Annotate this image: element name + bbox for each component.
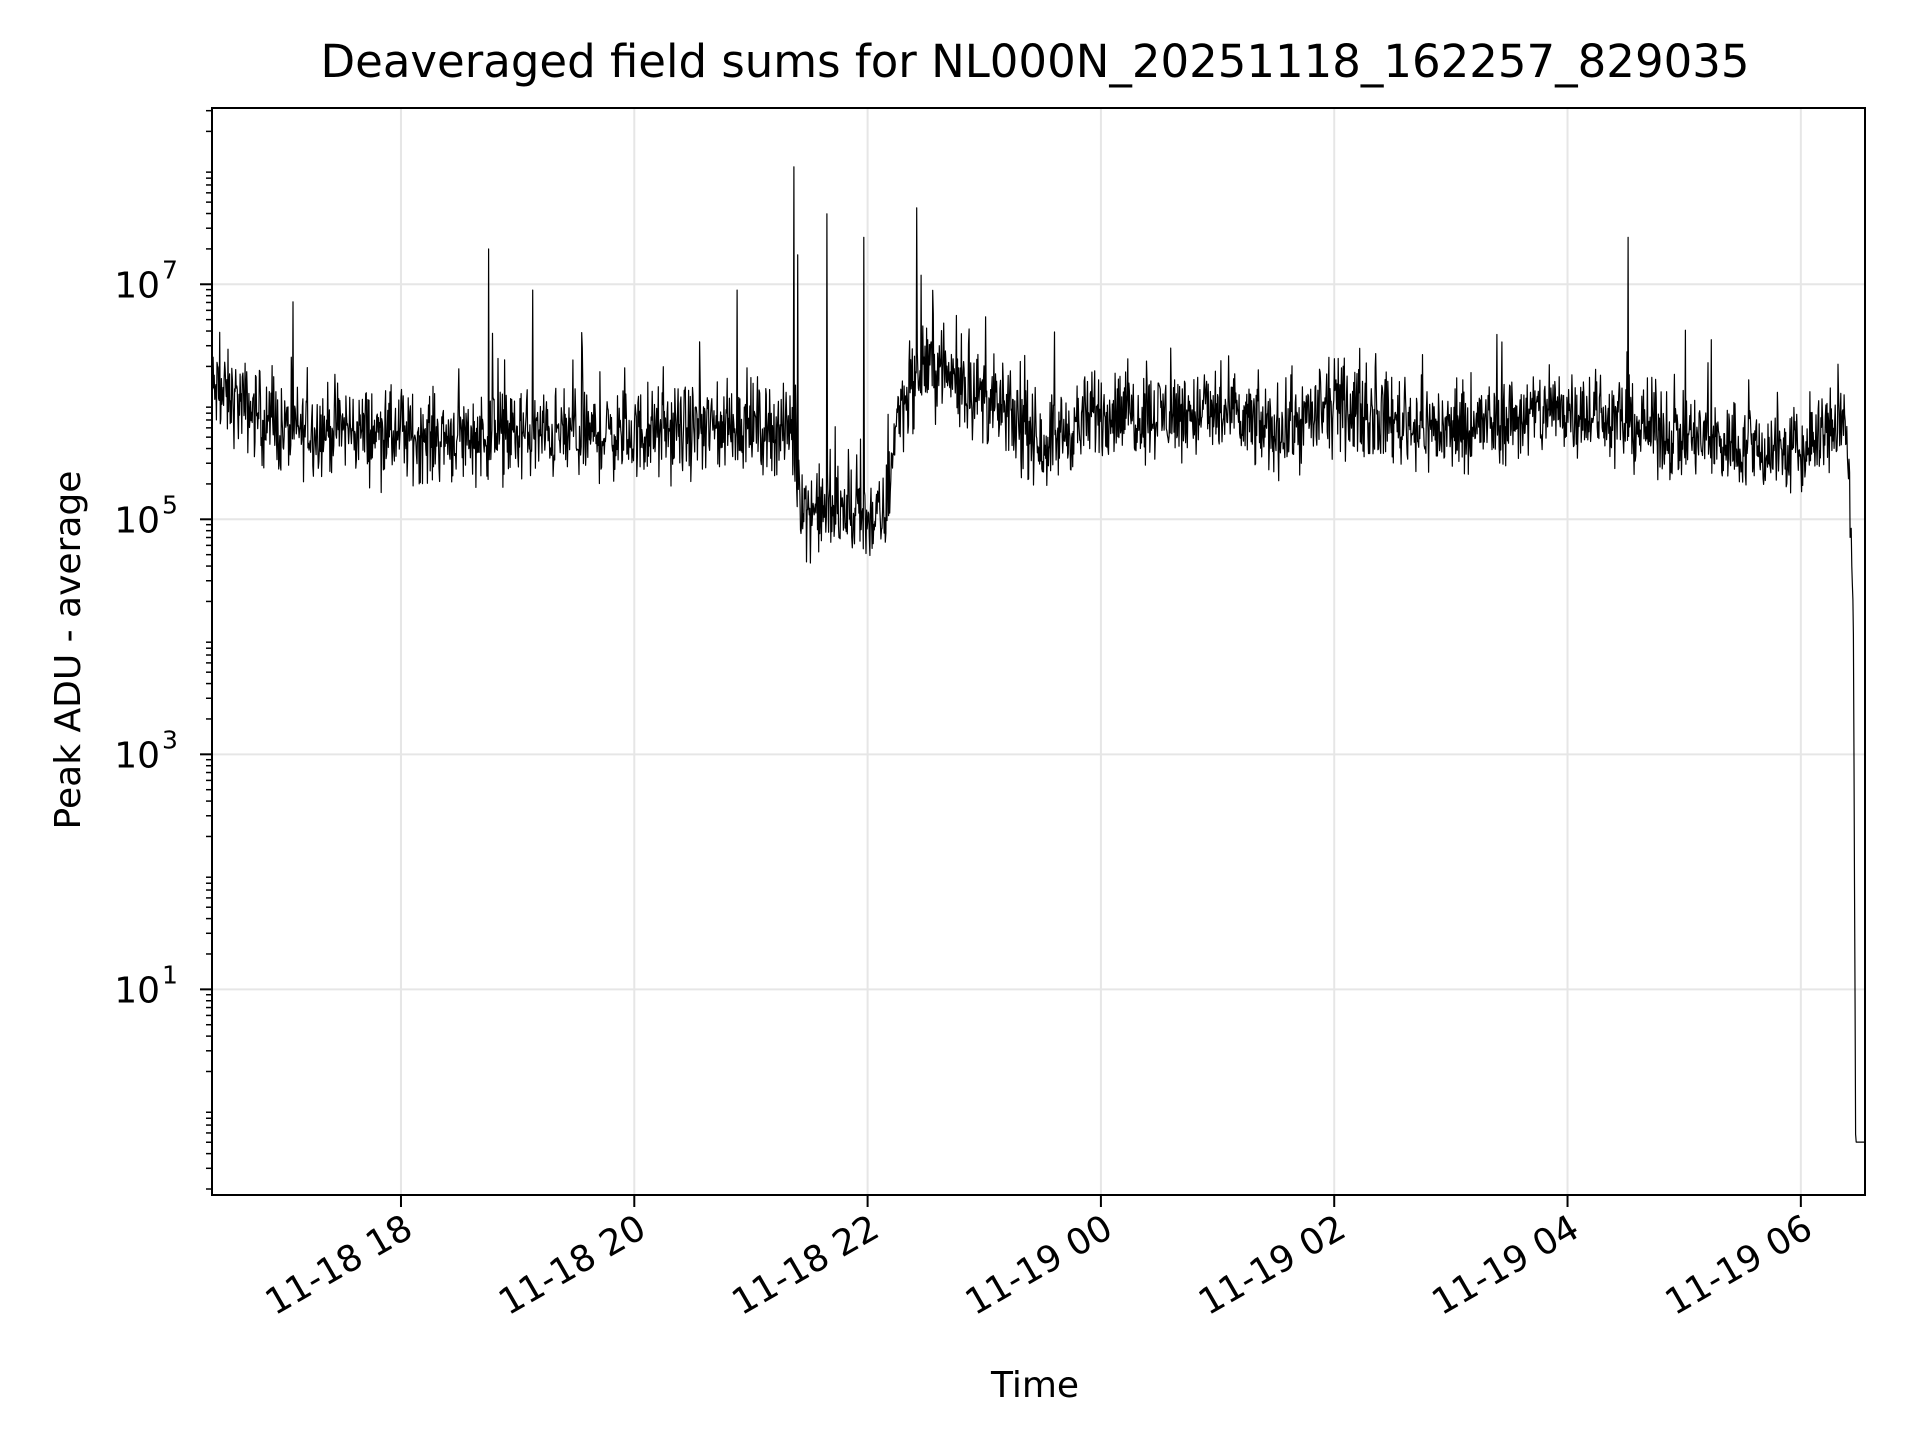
x-tick-label: 11-18 22 (725, 1207, 886, 1323)
chart-title: Deaveraged field sums for NL000N_2025111… (321, 35, 1750, 88)
y-tick-base: 10 (114, 500, 160, 541)
y-tick-base: 10 (114, 265, 160, 306)
x-tick-label: 11-19 06 (1659, 1207, 1820, 1323)
x-tick-label: 11-18 20 (492, 1207, 653, 1323)
y-tick-exponent: 5 (162, 490, 178, 519)
y-tick-exponent: 7 (162, 255, 178, 284)
grid (212, 108, 1865, 1195)
y-tick-label: 10 3 (114, 725, 178, 776)
x-tick-label: 11-18 18 (259, 1207, 420, 1323)
x-tick-label: 11-19 04 (1425, 1207, 1586, 1323)
y-tick-label: 10 5 (114, 490, 178, 541)
y-tick-label: 10 7 (114, 255, 178, 306)
y-tick-exponent: 3 (162, 725, 178, 754)
y-tick-label: 10 1 (114, 960, 178, 1011)
y-tick-exponent: 1 (162, 960, 178, 989)
series-line (211, 166, 1865, 1143)
y-tick-base: 10 (114, 970, 160, 1011)
x-axis-label: Time (990, 1365, 1079, 1406)
x-tick-label: 11-19 00 (959, 1207, 1120, 1323)
x-axis: 11-18 18 11-18 20 11-18 22 11-19 00 11-19 02… (259, 1195, 1820, 1324)
x-tick-label: 11-19 02 (1192, 1207, 1353, 1323)
y-axis-label: Peak ADU - average (48, 471, 89, 830)
series-group (211, 166, 1865, 1143)
plot-frame (211, 107, 1866, 1196)
y-tick-base: 10 (114, 735, 160, 776)
